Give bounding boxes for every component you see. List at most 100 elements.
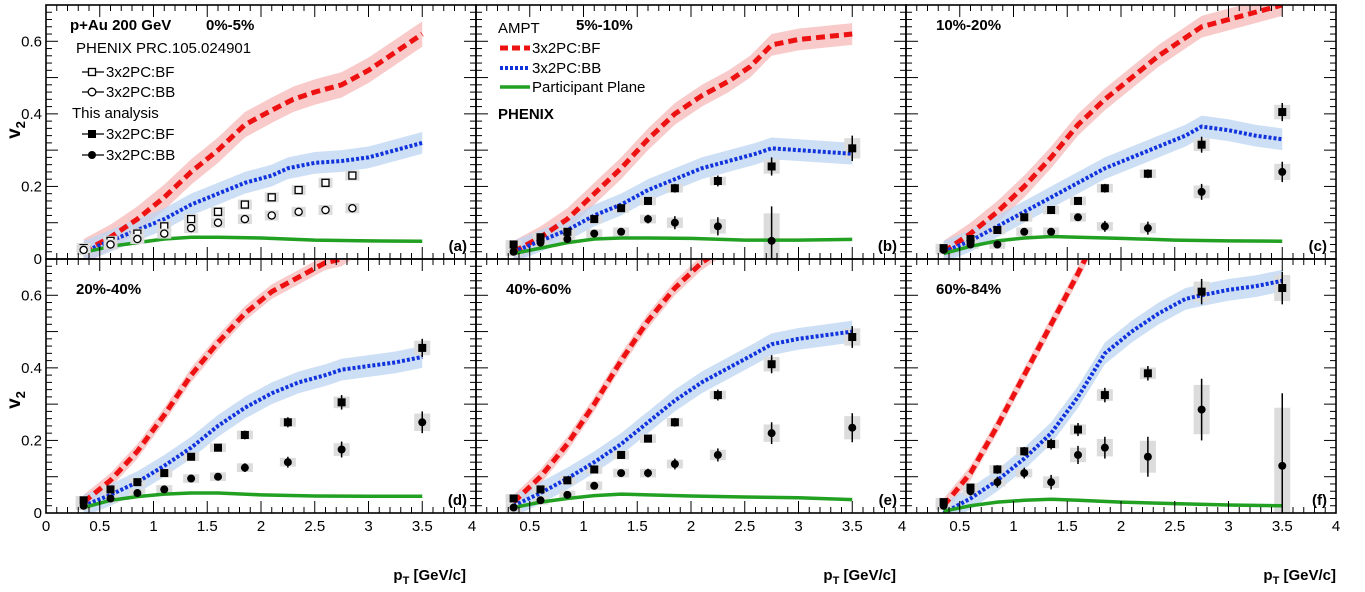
x-tick-label: 0 <box>42 518 50 535</box>
this-bf-point <box>133 478 142 487</box>
y-axis-label-bottom-main: v <box>4 398 25 409</box>
legend-reference: p+Au 200 GeV PHENIX PRC.105.024901 3x2PC… <box>70 17 251 164</box>
x-axis-label-1-main: p <box>393 567 402 584</box>
this-bb-point <box>536 496 545 505</box>
legend-phenix-bf-label: 3x2PC:BF <box>106 64 174 81</box>
legend-this-analysis: This analysis <box>72 105 159 122</box>
x-tick-label: 2 <box>257 518 265 535</box>
centrality-label: 0%-5% <box>206 17 254 34</box>
y-tick-label: 0.4 <box>21 360 42 377</box>
x-axis-label-3: pT [GeV/c] <box>1263 567 1336 587</box>
this-bb-point <box>337 445 346 454</box>
centrality-label: 40%-60% <box>506 281 571 298</box>
this-bf-point <box>848 144 857 153</box>
centrality-label: 60%-84% <box>936 281 1001 298</box>
this-bb-point <box>617 227 626 236</box>
this-bb-point <box>418 418 427 427</box>
this-bb-point <box>670 460 679 469</box>
ampt-bf-line <box>512 31 853 254</box>
this-bb-point <box>79 501 88 510</box>
this-bf-point <box>563 476 572 485</box>
this-bf-point <box>767 360 776 369</box>
x-axis-label-1-unit: [GeV/c] <box>409 567 466 584</box>
this-bf-point <box>536 233 545 242</box>
phenix-bb-point <box>213 218 223 227</box>
plot-area <box>76 21 424 259</box>
y-tick-label: 0 <box>34 505 42 522</box>
legend-this-bf-label: 3x2PC:BF <box>106 126 174 143</box>
this-bb-point <box>106 494 115 503</box>
this-bf-point <box>1074 196 1082 205</box>
legend-phenix-bb-label: 3x2PC:BB <box>106 84 175 101</box>
plot-area <box>505 23 861 259</box>
this-bf-point <box>993 225 1002 234</box>
x-tick-label: 4 <box>898 518 906 535</box>
x-axis-label-2-main: p <box>823 567 832 584</box>
this-bf-point <box>590 465 599 474</box>
phenix-bf-point <box>267 193 276 202</box>
this-bb-point <box>1197 405 1206 414</box>
y-tick-label: 0.6 <box>21 33 42 50</box>
this-bb-point <box>670 218 679 227</box>
this-bb-point <box>1047 227 1056 236</box>
this-bf-point <box>644 196 652 205</box>
this-bf-point <box>713 176 722 185</box>
this-bb-point <box>509 247 518 256</box>
this-bb-point <box>563 235 572 244</box>
panel-e: 0.5 1 1.5 2 2.5 3 3.5 4 40%-60% (e) <box>475 258 907 535</box>
x-tick-label: 2.5 <box>304 518 325 535</box>
participant-plane-line <box>83 491 423 510</box>
this-bf-point <box>1100 184 1109 193</box>
x-tick-label: 4 <box>1332 518 1340 535</box>
this-bb-point <box>644 469 652 478</box>
y-axis-label-bottom-sub: 2 <box>13 391 28 398</box>
centrality-label: 20%-40% <box>76 281 141 298</box>
this-bb-point <box>1100 222 1109 231</box>
this-bb-point <box>1143 452 1152 461</box>
this-bb-point <box>713 450 722 459</box>
y-axis-label-bottom: v2 <box>4 391 28 409</box>
this-bf-point <box>848 333 857 342</box>
centrality-label: 5%-10% <box>576 17 633 34</box>
legend-this-bf-marker <box>88 130 96 138</box>
x-axis-label-3-unit: [GeV/c] <box>1279 567 1336 584</box>
phenix-bb-point <box>79 245 88 255</box>
this-bf-point <box>617 204 626 213</box>
x-tick-label: 4 <box>468 518 476 535</box>
y-tick-label: 0.2 <box>21 432 42 449</box>
this-bb-point <box>1047 478 1056 487</box>
this-bb-point <box>966 487 975 496</box>
this-bb-point <box>214 472 222 481</box>
x-tick-label: 3.5 <box>842 518 863 535</box>
this-bf-point <box>214 443 222 452</box>
this-bf-point <box>187 452 196 461</box>
participant-plane-line <box>83 235 423 255</box>
this-bf-point <box>670 184 679 193</box>
phenix-bb-point <box>348 203 357 213</box>
ampt-bf-band <box>513 23 853 259</box>
centrality-label: 10%-20% <box>936 17 1001 34</box>
this-bb-point <box>993 240 1002 249</box>
phenix-bb-point <box>186 223 196 233</box>
this-bb-point <box>939 501 948 510</box>
this-bb-point <box>1020 469 1029 478</box>
y-tick-label: 0.4 <box>21 106 42 123</box>
x-tick-label: 2.5 <box>734 518 755 535</box>
participant-plane-line <box>943 497 1283 513</box>
x-tick-label: 1.5 <box>197 518 218 535</box>
ampt-bb-line <box>942 124 1283 254</box>
x-tick-label: 3.5 <box>412 518 433 535</box>
this-bf-point <box>79 496 88 505</box>
ampt-bf-line <box>942 5 1283 254</box>
legend-system: p+Au 200 GeV <box>70 17 171 34</box>
phenix-bf-point <box>213 207 223 216</box>
x-tick-label: 1 <box>149 518 157 535</box>
this-bf-point <box>106 485 115 494</box>
plot-area <box>935 5 1291 259</box>
this-bb-point <box>1197 187 1206 196</box>
this-bf-point <box>1100 391 1109 400</box>
y-tick-label: 0.6 <box>21 287 42 304</box>
this-bf-point <box>240 430 249 439</box>
ampt-bb-line <box>512 329 853 508</box>
